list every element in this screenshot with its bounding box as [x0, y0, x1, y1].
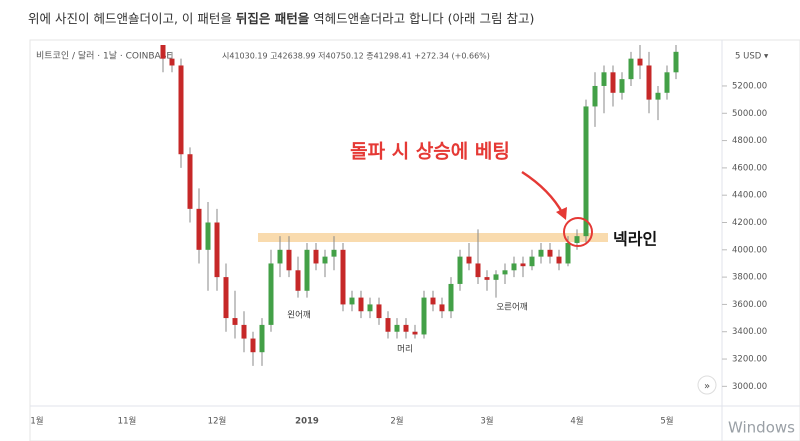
candle-body	[241, 324, 247, 339]
candle-body	[466, 256, 472, 264]
candle-body	[214, 222, 220, 278]
breakout-label: 돌파 시 상승에 베팅	[350, 141, 510, 163]
candle-body	[295, 270, 301, 291]
right-shoulder-label: 오른어깨	[496, 302, 527, 313]
candle-body	[538, 249, 544, 257]
text: 역헤드앤숄더라고 합니다 (아래 그림 참고)	[309, 11, 535, 26]
candle-body	[448, 283, 454, 312]
candle-body	[583, 106, 589, 237]
candle-body	[358, 297, 364, 312]
neckline-label: 넥라인	[613, 230, 657, 249]
candle-body	[205, 222, 211, 250]
post-text: 위에 사진이 헤드앤숄더이고, 이 패턴을 뒤집은 패턴을 역헤드앤숄더라고 합…	[28, 8, 534, 27]
watermark: Windows	[728, 419, 795, 437]
candle-body	[322, 256, 328, 264]
candle-body	[637, 58, 643, 66]
candle-body	[196, 208, 202, 250]
candle-body	[511, 263, 517, 271]
candle-body	[385, 318, 391, 332]
candle-body	[556, 256, 562, 264]
scroll-button[interactable]	[697, 375, 717, 395]
candle-body	[664, 72, 670, 93]
y-tick-label: 4200.00	[732, 218, 767, 228]
x-tick-label: 2월	[390, 416, 403, 427]
x-tick-label: 11월	[118, 416, 137, 427]
candle-body	[394, 324, 400, 332]
x-tick-label: 1월	[30, 416, 43, 427]
candle-body	[277, 249, 283, 264]
candle-body	[178, 65, 184, 155]
text: 위에 사진이 헤드앤숄더이고, 이 패턴을	[28, 11, 236, 26]
head-label: 머리	[397, 345, 413, 355]
ohlc-info: 시41030.19 고42638.99 저40750.12 종41298.41 …	[222, 52, 490, 61]
candle-body	[628, 58, 634, 80]
candle-body	[286, 249, 292, 271]
candle-body	[457, 256, 463, 284]
candle-body	[574, 236, 580, 243]
x-tick-label: 12월	[208, 416, 227, 427]
candle-body	[610, 72, 616, 93]
x-tick-label: 3월	[480, 416, 493, 427]
y-tick-label: 4800.00	[732, 136, 767, 146]
x-tick-label: 5월	[660, 416, 673, 427]
symbol: 비트코인 / 달러 · 1날 · COINBASE	[36, 50, 172, 62]
bold-text: 뒤집은 패턴을	[235, 11, 310, 26]
candle-body	[376, 304, 382, 319]
candle-body	[421, 297, 427, 335]
candle-body	[403, 324, 409, 332]
candle-body	[313, 249, 319, 264]
y-tick-label: 3600.00	[732, 300, 767, 310]
candle-body	[259, 324, 265, 353]
candle-body	[250, 338, 256, 353]
candle-body	[169, 58, 175, 66]
y-tick-label: 4000.00	[732, 245, 767, 255]
y-tick-label: 5200.00	[732, 81, 767, 91]
currency-label: 5 USD ▾	[735, 52, 769, 62]
neckline-band	[258, 233, 608, 242]
candle-body	[484, 277, 490, 280]
y-tick-label: 3000.00	[732, 382, 767, 392]
x-tick-label: 4월	[570, 416, 583, 427]
candle-body	[187, 154, 193, 209]
candle-body	[160, 45, 166, 59]
candle-body	[340, 249, 346, 305]
y-tick-label: 5000.00	[732, 109, 767, 119]
candle-body	[601, 72, 607, 86]
candle-body	[655, 92, 661, 100]
candle-body	[619, 79, 625, 93]
y-tick-label: 3400.00	[732, 327, 767, 337]
candle-body	[565, 242, 571, 264]
candle-body	[331, 249, 337, 257]
candle-body	[592, 85, 598, 107]
candle-body	[475, 263, 481, 278]
candles	[160, 45, 679, 366]
candle-body	[304, 249, 310, 291]
x-tick-label: 2019	[295, 417, 319, 427]
breakout-circle	[563, 217, 593, 247]
candle-body	[430, 297, 436, 305]
candle-body	[493, 274, 499, 280]
candle-body	[232, 318, 238, 325]
candle-body	[547, 249, 553, 257]
candle-body	[520, 263, 526, 267]
candle-body	[349, 297, 355, 305]
candle-body	[673, 51, 679, 73]
arrow-head	[556, 207, 567, 220]
scroll-icon[interactable]: »	[704, 381, 710, 392]
left-shoulder-label: 왼어깨	[287, 310, 311, 321]
candle-body	[502, 270, 508, 275]
candle-body	[412, 331, 418, 335]
y-tick-label: 4600.00	[732, 163, 767, 173]
candle-body	[439, 304, 445, 312]
y-tick-label: 3800.00	[732, 273, 767, 283]
y-tick-label: 3200.00	[732, 355, 767, 365]
y-tick-label: 4400.00	[732, 191, 767, 201]
candle-body	[268, 263, 274, 325]
candle-body	[529, 256, 535, 267]
candle-body	[223, 277, 229, 319]
candle-body	[646, 65, 652, 100]
candle-body	[367, 304, 373, 312]
